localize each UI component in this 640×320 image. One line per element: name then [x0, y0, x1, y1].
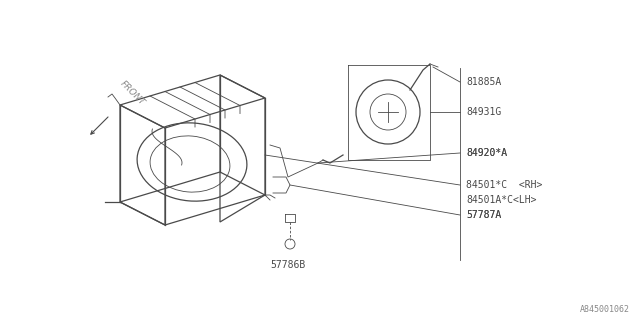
Text: 84501*C  <RH>: 84501*C <RH> — [466, 180, 542, 190]
Text: 84920*A: 84920*A — [466, 148, 507, 158]
Text: 84920*A: 84920*A — [466, 148, 507, 158]
Text: FRONT: FRONT — [118, 79, 146, 107]
Text: 57787A: 57787A — [466, 210, 501, 220]
Text: 57787A: 57787A — [466, 210, 501, 220]
Text: 81885A: 81885A — [466, 77, 501, 87]
Text: 84931G: 84931G — [466, 107, 501, 117]
Text: 57786B: 57786B — [270, 260, 305, 270]
Text: 84501A*C<LH>: 84501A*C<LH> — [466, 195, 536, 205]
Text: A845001062: A845001062 — [580, 305, 630, 314]
